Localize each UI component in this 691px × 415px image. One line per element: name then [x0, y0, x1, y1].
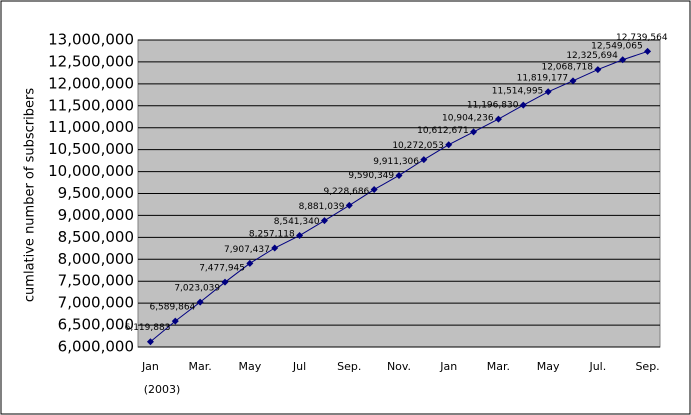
y-tick-label: 8,500,000 — [58, 228, 134, 246]
value-label: 6,119,883 — [125, 323, 171, 333]
y-tick-label: 11,500,000 — [48, 96, 134, 114]
value-label: 9,911,306 — [373, 157, 419, 167]
value-label: 7,477,945 — [199, 264, 245, 274]
marker — [420, 156, 428, 164]
value-label: 7,907,437 — [224, 245, 270, 255]
marker — [271, 244, 279, 252]
value-label: 8,541,340 — [274, 217, 320, 227]
marker — [544, 88, 552, 96]
marker — [619, 56, 627, 64]
y-axis-title: cumlative number of subscribers — [23, 88, 38, 302]
y-tick-label: 12,500,000 — [48, 52, 134, 70]
x-tick-label: Sep. — [635, 360, 659, 373]
y-tick-label: 10,500,000 — [48, 140, 134, 158]
y-tick-label: 13,000,000 — [48, 31, 134, 49]
y-tick-label: 6,000,000 — [58, 338, 134, 356]
value-label: 11,514,995 — [492, 87, 544, 97]
y-tick-label: 6,500,000 — [58, 316, 134, 334]
marker — [494, 115, 502, 123]
value-label: 9,228,686 — [323, 187, 369, 197]
value-label: 6,589,864 — [149, 303, 195, 313]
marker — [146, 338, 154, 346]
marker — [320, 217, 328, 225]
x-tick-label: Jan — [439, 360, 457, 373]
value-label: 10,612,671 — [417, 126, 469, 136]
y-tick-label: 12,000,000 — [48, 74, 134, 92]
marker — [196, 298, 204, 306]
marker — [470, 128, 478, 136]
value-label: 12,739,564 — [616, 33, 668, 43]
x-tick-label: May — [238, 360, 261, 373]
value-label: 8,881,039 — [299, 202, 345, 212]
y-tick-label: 7,000,000 — [58, 294, 134, 312]
marker — [246, 259, 254, 267]
x-tick-label: Jul — [292, 360, 306, 373]
x-tick-label: Mar. — [189, 360, 212, 373]
value-label: 10,272,053 — [392, 141, 444, 151]
annotation: (2003) — [144, 383, 181, 396]
value-label: 7,023,039 — [174, 284, 220, 294]
value-label: 9,590,349 — [348, 171, 394, 181]
value-label: 10,904,236 — [442, 113, 494, 123]
x-tick-label: May — [537, 360, 560, 373]
y-tick-label: 10,000,000 — [48, 162, 134, 180]
x-tick-label: Mar. — [487, 360, 510, 373]
value-label: 11,819,177 — [517, 73, 569, 83]
marker — [569, 77, 577, 85]
value-label: 8,257,118 — [249, 230, 295, 240]
y-tick-label: 7,500,000 — [58, 272, 134, 290]
y-tick-label: 8,000,000 — [58, 250, 134, 268]
marker — [445, 141, 453, 149]
marker — [296, 232, 304, 240]
y-tick-label: 11,000,000 — [48, 118, 134, 136]
marker — [221, 278, 229, 286]
marker — [395, 171, 403, 179]
marker — [171, 317, 179, 325]
y-tick-label: 9,500,000 — [58, 184, 134, 202]
value-label: 11,196,830 — [467, 101, 519, 111]
value-label: 12,325,694 — [566, 51, 618, 61]
y-tick-label: 9,000,000 — [58, 206, 134, 224]
marker — [644, 47, 652, 55]
x-tick-label: Jul. — [588, 360, 606, 373]
marker — [594, 66, 602, 74]
marker — [370, 186, 378, 194]
value-label: 12,549,065 — [591, 41, 643, 51]
x-tick-label: Sep. — [337, 360, 361, 373]
value-label: 12,068,718 — [541, 62, 593, 72]
marker — [519, 101, 527, 109]
x-tick-label: Jan — [141, 360, 159, 373]
x-tick-label: Nov. — [387, 360, 411, 373]
marker — [345, 201, 353, 209]
